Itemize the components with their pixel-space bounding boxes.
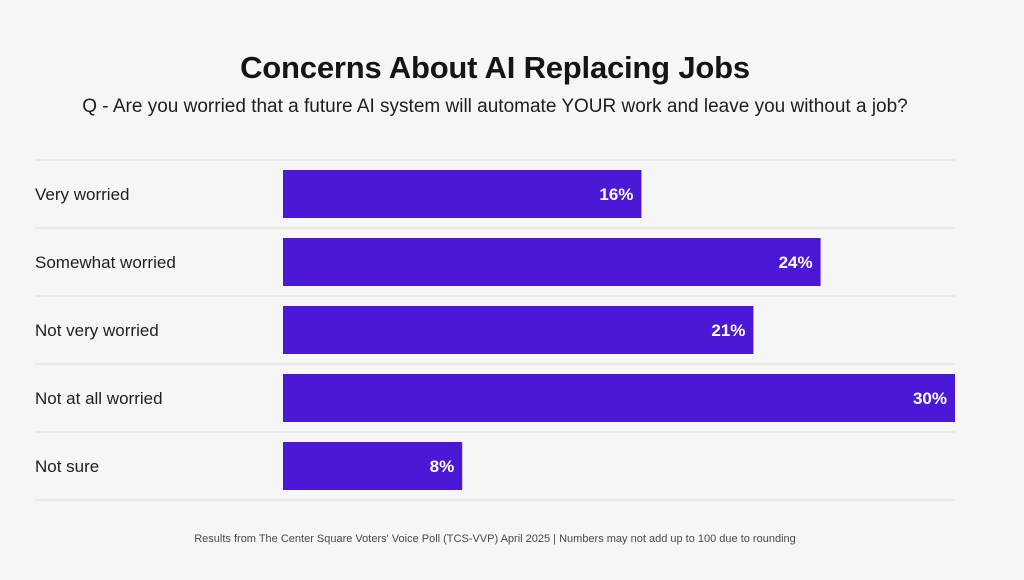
category-label: Very worried — [35, 185, 129, 204]
value-label: 21% — [711, 321, 745, 340]
chart-subtitle: Q - Are you worried that a future AI sys… — [82, 96, 908, 117]
category-label: Somewhat worried — [35, 253, 176, 272]
value-label: 30% — [913, 389, 947, 408]
bar — [283, 170, 642, 218]
value-label: 8% — [430, 457, 455, 476]
bar — [283, 306, 754, 354]
category-label: Not sure — [35, 457, 99, 476]
value-label: 24% — [779, 253, 813, 272]
chart-title: Concerns About AI Replacing Jobs — [240, 50, 750, 85]
bar — [283, 374, 955, 422]
bar — [283, 238, 821, 286]
bar — [283, 442, 463, 490]
category-label: Not very worried — [35, 321, 159, 340]
category-label: Not at all worried — [35, 389, 163, 408]
bar-chart: Very worried 16% Somewhat worried 24% Not ve… — [35, 159, 955, 501]
chart-footnote: Results from The Center Square Voters' V… — [194, 533, 796, 545]
value-label: 16% — [599, 185, 633, 204]
